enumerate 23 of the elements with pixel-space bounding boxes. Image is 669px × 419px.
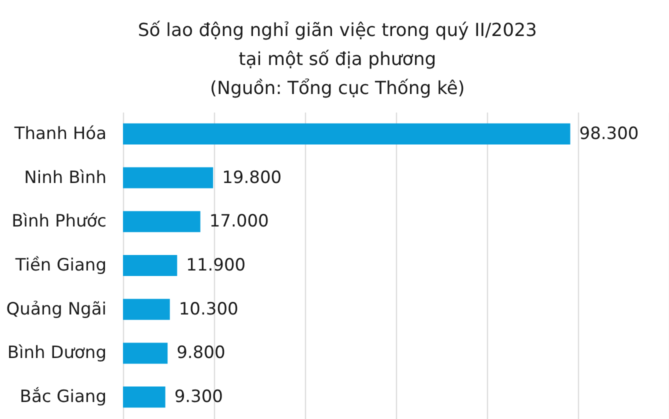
data-label: 9.300 [174,387,223,408]
data-label: 17.000 [209,212,269,232]
y-tick-label: Ninh Bình [24,168,106,188]
y-tick-label: Tiền Giang [14,256,106,276]
bar [123,298,170,320]
chart-title: Số lao động nghỉ giãn việc trong quý II/2023 tại một số địa phương [138,20,537,70]
bar [123,167,214,188]
data-label: 10.300 [178,299,238,320]
bar [123,386,166,408]
y-tick-label: Bình Dương [7,343,106,364]
bar [123,123,570,144]
bar [123,342,168,364]
y-tick-label: Thanh Hóa [13,124,106,144]
y-tick-label: Bình Phước [12,212,106,232]
text: (Nguồn: Tổng cục Thống kê) [210,78,465,99]
data-label: 19.800 [222,168,282,188]
data-label: 9.800 [176,343,226,364]
bar [123,211,200,232]
data-label: 98.300 [579,124,639,144]
y-tick-label: Bắc Giang [20,387,106,408]
y-tick-label: Quảng Ngãi [6,299,106,320]
bar [123,254,178,276]
data-label: 11.900 [186,256,246,276]
